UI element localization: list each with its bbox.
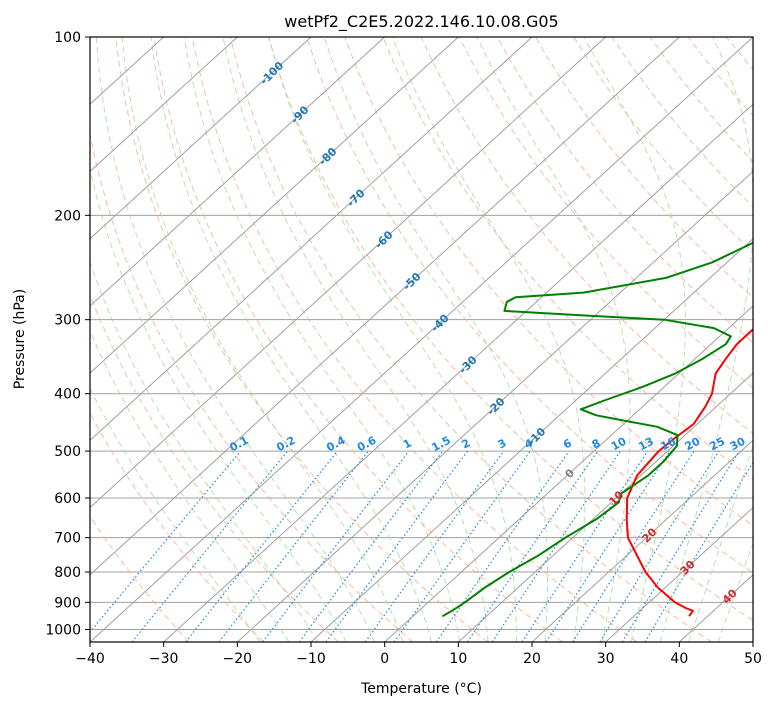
dry-adiabat-line [90,131,414,642]
isotherm-line [90,37,386,307]
mixing-ratio-label: 13 [636,435,656,454]
chart-title: wetPf2_C2E5.2022.146.10.08.G05 [284,12,558,32]
isotherm-line [90,37,312,240]
moist-adiabat-line [222,37,489,642]
x-tick-label: −20 [223,651,253,667]
y-tick-label: 800 [54,565,81,581]
mixing-ratio-line [545,450,671,642]
x-tick-label: 50 [744,651,762,667]
y-tick-label: 400 [54,387,81,403]
y-tick-label: 200 [54,208,81,224]
moist-adiabat-line [90,260,319,642]
mixing-ratio-line [621,450,740,642]
mixing-ratio-line [325,450,468,642]
dry-adiabat-line [382,37,753,481]
mixing-ratio-label: 16 [658,435,678,454]
mixing-ratio-line [435,450,570,642]
x-tick-label: 10 [449,651,467,667]
isotherm-line [457,372,753,642]
mixing-ratio-line [185,450,339,642]
moist-adiabat-line [391,37,586,642]
x-tick-label: −10 [296,651,326,667]
mixing-ratio-line [521,450,649,642]
mixing-ratio-line [466,450,599,642]
isotherm-line [90,37,607,509]
dry-adiabat-line [115,37,488,642]
isotherm-line [384,305,753,642]
isotherm-line [605,506,753,642]
dry-adiabat-line [496,37,753,344]
mixing-ratio-line [131,450,289,642]
x-tick-label: 20 [523,651,541,667]
moist-adiabat-line [323,37,549,642]
isotherm-line [90,37,753,642]
dry-adiabat-line [90,515,190,642]
temperature-profile [625,328,753,617]
moist-adiabat-line [150,37,432,642]
plot-frame [89,36,754,643]
moist-adiabat-line [583,37,686,642]
mixing-ratio-label: 10 [609,434,629,453]
isotherm-line [90,37,533,442]
x-tick-label: −30 [149,651,179,667]
x-tick-label: −40 [75,651,105,667]
mixing-ratio-line [572,450,695,642]
dewpoint-profile [441,241,753,618]
moist-adiabat-line [476,37,631,642]
mixing-ratio-label: 25 [707,435,727,454]
moist-adiabat-line [90,387,261,642]
x-axis-label: Temperature (°C) [360,681,482,697]
moist-adiabat-line [90,329,290,642]
mixing-ratio-line [90,450,242,633]
mixing-ratio-line [262,450,410,642]
moist-adiabat-line [717,542,753,642]
moist-adiabat-line [688,444,753,642]
y-axis-label: Pressure (hPa) [12,289,28,389]
mixing-ratio-label: 30 [728,435,748,454]
y-tick-label: 900 [54,595,81,611]
x-tick-label: 30 [597,651,615,667]
mixing-ratio-line [393,450,531,642]
x-tick-label: 0 [380,651,389,667]
dry-adiabat-line [268,37,753,622]
isotherm-line [90,37,459,374]
isotherm-line [236,170,753,642]
y-tick-label: 1000 [45,622,81,638]
y-tick-label: 300 [54,313,81,329]
mixing-ratio-line [298,450,444,642]
y-tick-label: 600 [54,491,81,507]
moist-adiabat-line [95,37,376,642]
moist-adiabat-line [268,37,517,642]
mixing-ratio-label: 20 [683,434,703,453]
mixing-ratio-line [491,450,621,642]
mixing-ratio-line [364,450,505,642]
y-tick-label: 700 [54,531,81,547]
moist-adiabat-line [121,37,404,642]
background-lines [90,37,753,642]
y-tick-label: 500 [54,444,81,460]
isotherm-line [90,37,238,173]
x-tick-label: 40 [670,651,688,667]
isotherm-line [163,103,753,642]
dry-adiabat-line [153,37,563,642]
dry-adiabat-line [306,37,753,574]
profile-lines [441,241,753,618]
dry-adiabat-line [90,412,264,642]
dry-adiabat-line [535,37,753,298]
moist-adiabat-line [183,37,461,642]
isotherm-line [90,37,680,576]
moist-adiabat-line [90,167,347,642]
isotherm-line [531,439,753,642]
axis-ticks: −40 −30 −20 −10 0 10 20 30 40 50 100 200 300 400 500 60… [45,30,762,667]
y-tick-label: 100 [54,30,81,46]
isotherm-line [310,237,753,642]
